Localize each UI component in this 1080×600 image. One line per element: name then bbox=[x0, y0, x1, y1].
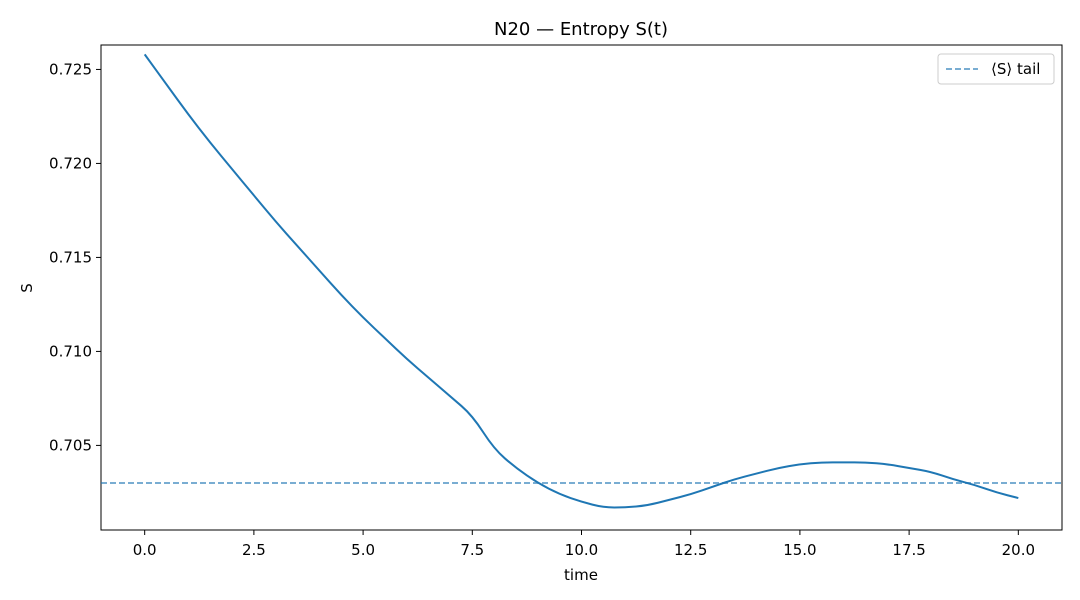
legend-box bbox=[937, 53, 1055, 85]
y-tick-label: 0.705 bbox=[49, 436, 92, 454]
y-axis-label: S bbox=[18, 283, 36, 293]
x-tick-label: 12.5 bbox=[674, 541, 707, 559]
y-tick-label: 0.710 bbox=[49, 342, 92, 360]
y-tick-label: 0.720 bbox=[49, 154, 92, 172]
legend-label-tail-mean: ⟨S⟩ tail bbox=[991, 60, 1040, 78]
x-tick-label: 15.0 bbox=[783, 541, 816, 559]
x-axis: 0.0 2.5 5.0 7.5 10.0 12.5 15.0 17.5 20.0 bbox=[133, 530, 1035, 559]
x-tick-label: 5.0 bbox=[351, 541, 375, 559]
y-tick-label: 0.725 bbox=[49, 60, 92, 78]
x-axis-label: time bbox=[564, 566, 598, 584]
x-tick-label: 20.0 bbox=[1002, 541, 1035, 559]
entropy-series-line bbox=[143, 53, 1019, 509]
x-tick-label: 2.5 bbox=[242, 541, 266, 559]
legend: ⟨S⟩ tail bbox=[937, 53, 1055, 85]
chart-title: N20 — Entropy S(t) bbox=[494, 19, 668, 40]
x-tick-label: 0.0 bbox=[133, 541, 157, 559]
x-tick-label: 17.5 bbox=[892, 541, 925, 559]
y-axis: 0.705 0.710 0.715 0.720 0.725 bbox=[49, 60, 101, 454]
series-layer bbox=[101, 53, 1062, 509]
x-tick-label: 10.0 bbox=[565, 541, 598, 559]
y-tick-label: 0.715 bbox=[49, 248, 92, 266]
x-tick-label: 7.5 bbox=[460, 541, 484, 559]
plot-frame bbox=[100, 44, 1063, 531]
